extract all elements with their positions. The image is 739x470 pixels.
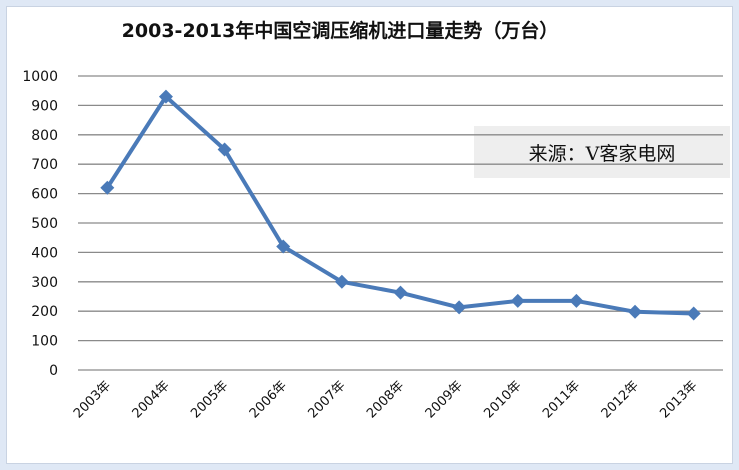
data-point <box>628 304 643 319</box>
y-tick-label: 900 <box>31 98 58 114</box>
x-tick-label: 2011年 <box>540 378 583 421</box>
y-tick-label: 500 <box>31 216 58 232</box>
x-tick-label: 2012年 <box>599 378 642 421</box>
y-tick-label: 400 <box>31 245 58 261</box>
x-tick-label: 2013年 <box>657 378 700 421</box>
series-layer <box>100 89 701 321</box>
data-point <box>217 142 232 157</box>
y-tick-label: 200 <box>31 304 58 320</box>
data-point <box>334 274 349 289</box>
axis-layer: 0 100 200 300 400 500 600 700 800 900 1000 2003年 200… <box>22 69 700 421</box>
y-tick-label: 1000 <box>22 69 58 85</box>
y-tick-label: 600 <box>31 187 58 203</box>
x-tick-label: 2008年 <box>364 378 407 421</box>
x-tick-label: 2010年 <box>481 378 524 421</box>
data-point <box>569 293 584 308</box>
x-tick-label: 2003年 <box>71 378 114 421</box>
y-tick-label: 300 <box>31 275 58 291</box>
series-line <box>105 94 694 316</box>
chart-frame <box>6 6 733 464</box>
source-label: 来源：V客家电网 <box>528 142 676 165</box>
chart-title: 2003-2013年中国空调压缩机进口量走势（万台） <box>121 20 559 42</box>
data-point <box>100 180 115 195</box>
data-point <box>452 300 467 315</box>
x-tick-label: 2009年 <box>423 378 466 421</box>
x-tick-label: 2004年 <box>130 378 173 421</box>
x-tick-label: 2006年 <box>247 378 290 421</box>
data-point <box>393 285 408 300</box>
y-tick-label: 100 <box>31 334 58 350</box>
data-point <box>686 306 701 321</box>
y-tick-label: 0 <box>49 363 58 379</box>
y-tick-label: 800 <box>31 128 58 144</box>
grid-layer <box>78 75 723 371</box>
data-point <box>158 89 173 104</box>
x-tick-label: 2005年 <box>188 378 231 421</box>
y-tick-label: 700 <box>31 157 58 173</box>
data-point <box>510 293 525 308</box>
data-point <box>276 239 291 254</box>
x-tick-label: 2007年 <box>305 378 348 421</box>
